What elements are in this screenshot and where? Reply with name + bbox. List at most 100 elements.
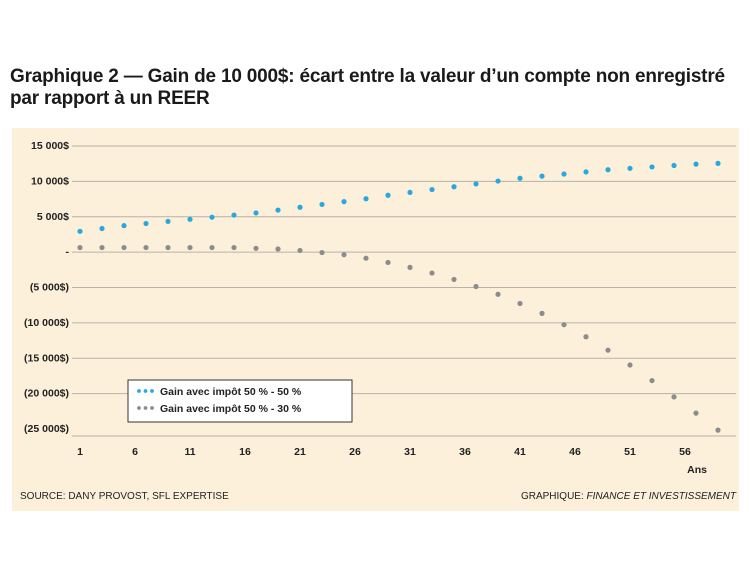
point-series-1	[429, 186, 435, 193]
point-series-2	[341, 252, 347, 258]
point-series-2	[231, 244, 237, 251]
x-tick-label: 1	[77, 446, 83, 458]
point-series-1	[583, 169, 589, 175]
y-tick-label: 10 000$	[31, 175, 69, 187]
point-series-2	[121, 244, 127, 251]
point-series-2	[671, 394, 677, 400]
point-series-1	[341, 199, 347, 205]
y-tick-label: -	[66, 246, 70, 258]
point-series-1	[99, 225, 105, 232]
point-series-1	[671, 162, 677, 169]
x-tick-label: 31	[404, 446, 416, 458]
point-series-2	[627, 362, 633, 368]
legend-marker	[137, 389, 141, 393]
y-tick-label: (20 000$)	[24, 388, 69, 400]
data-points	[77, 160, 721, 433]
legend-entry: Gain avec impôt 50 % - 30 %	[160, 403, 302, 415]
point-series-1	[77, 228, 83, 234]
chart-title: Graphique 2 — Gain de 10 000$: écart ent…	[10, 66, 725, 109]
point-series-2	[605, 347, 611, 353]
x-tick-label: 26	[349, 446, 361, 458]
x-tick-label: 21	[294, 446, 306, 458]
point-series-1	[495, 178, 501, 184]
source-note: SOURCE: DANY PROVOST, SFL EXPERTISE	[20, 491, 229, 502]
point-series-1	[231, 212, 237, 218]
point-series-1	[209, 214, 215, 220]
point-series-1	[517, 175, 523, 181]
point-series-2	[77, 244, 83, 251]
point-series-2	[143, 244, 149, 251]
point-series-1	[297, 204, 303, 210]
point-series-2	[429, 270, 435, 276]
legend-marker	[143, 406, 148, 410]
x-tick-label: 6	[132, 446, 138, 458]
x-tick-label: 36	[459, 446, 471, 458]
point-series-2	[187, 244, 193, 251]
point-series-2	[451, 276, 457, 283]
y-tick-label: (25 000$)	[24, 423, 69, 435]
chart-panel	[12, 128, 739, 511]
point-series-2	[253, 245, 259, 251]
credit-note: GRAPHIQUE: FINANCE ET INVESTISSEMENT	[521, 491, 736, 502]
y-tick-labels: 15 000$ 10 000$ 5 000$ - (5 000$) (10 000$) (1…	[24, 140, 69, 435]
point-series-2	[165, 244, 171, 251]
point-series-2	[319, 249, 325, 256]
x-tick-label: 51	[624, 446, 636, 458]
y-tick-label: (15 000$)	[24, 352, 69, 364]
legend-entry: Gain avec impôt 50 % - 50 %	[160, 386, 302, 398]
point-series-1	[605, 167, 611, 173]
y-tick-label: 15 000$	[31, 140, 69, 152]
legend-marker	[137, 406, 141, 410]
point-series-2	[649, 377, 655, 384]
legend-marker	[150, 389, 154, 393]
point-series-1	[693, 161, 699, 167]
x-tick-label: 16	[239, 446, 251, 458]
credit-name: FINANCE ET INVESTISSEMENT	[586, 491, 736, 502]
point-series-1	[407, 189, 413, 196]
y-tick-label: (5 000$)	[30, 282, 69, 294]
point-series-2	[517, 300, 523, 307]
point-series-2	[583, 334, 589, 340]
point-series-1	[561, 171, 567, 177]
credit-prefix: GRAPHIQUE:	[520, 491, 584, 502]
legend-marker	[150, 406, 154, 410]
point-series-1	[649, 164, 655, 170]
point-series-1	[473, 181, 479, 187]
point-series-1	[385, 192, 391, 198]
point-series-1	[121, 223, 127, 229]
point-series-2	[495, 291, 501, 297]
point-series-2	[539, 310, 545, 316]
point-series-2	[561, 322, 567, 328]
y-tick-label: (10 000$)	[24, 317, 69, 329]
point-series-1	[319, 201, 325, 208]
legend: Gain avec impôt 50 % - 50 % Gain avec imp…	[127, 379, 353, 423]
point-series-1	[253, 210, 259, 216]
x-tick-label: 41	[514, 446, 526, 458]
point-series-2	[473, 283, 479, 290]
y-tick-label: 5 000$	[37, 211, 69, 223]
point-series-2	[407, 264, 413, 270]
point-series-1	[539, 173, 545, 179]
point-series-1	[627, 165, 633, 171]
point-series-1	[715, 160, 721, 166]
point-series-2	[209, 244, 215, 251]
x-tick-label: 11	[184, 446, 195, 458]
legend-box	[127, 379, 353, 423]
x-axis-label: Ans	[687, 464, 707, 476]
point-series-2	[99, 244, 105, 251]
point-series-1	[165, 218, 171, 225]
point-series-2	[275, 246, 281, 252]
x-tick-labels: 1 6 11 16 21 26 31 36 41 46 51 56	[77, 446, 691, 458]
point-series-1	[143, 220, 149, 227]
point-series-1	[451, 184, 457, 190]
point-series-2	[715, 427, 721, 433]
point-series-2	[693, 410, 699, 416]
x-tick-label: 46	[569, 446, 581, 458]
point-series-1	[363, 196, 369, 202]
point-series-1	[275, 207, 281, 213]
point-series-2	[297, 247, 303, 254]
point-series-1	[187, 216, 193, 222]
legend-marker	[143, 389, 148, 393]
point-series-2	[363, 255, 369, 261]
